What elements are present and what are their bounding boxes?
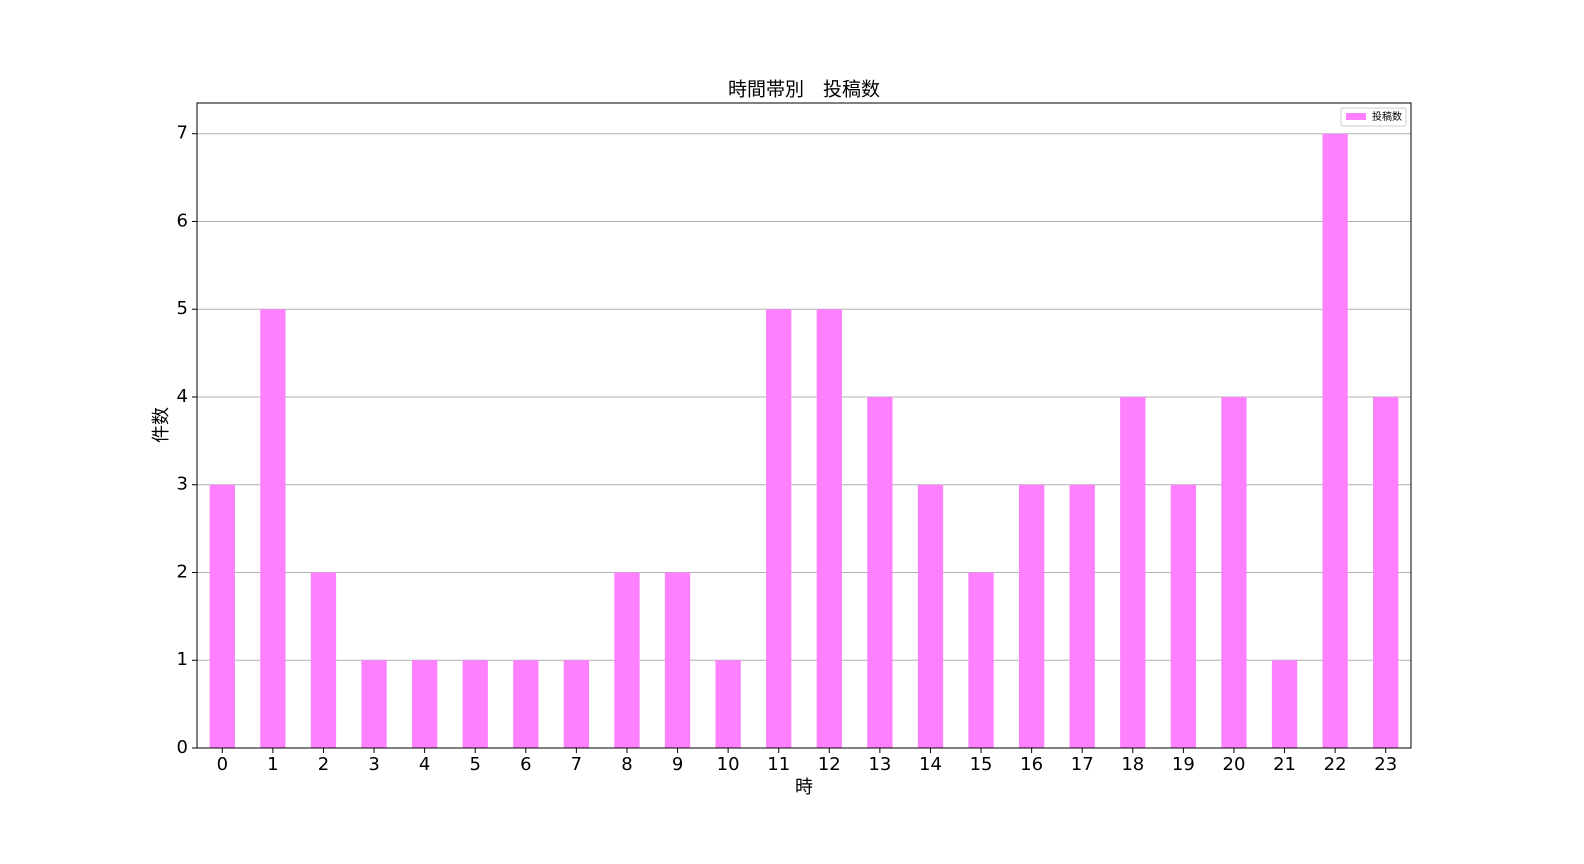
bar <box>1373 396 1399 748</box>
y-tick-label: 1 <box>177 649 188 670</box>
x-tick-label: 10 <box>717 754 740 775</box>
x-tick-label: 18 <box>1121 754 1144 775</box>
chart-title: 時間帯別 投稿数 <box>728 79 880 101</box>
y-tick-label: 2 <box>177 561 188 582</box>
legend-label: 投稿数 <box>1372 110 1402 123</box>
bar <box>563 660 590 748</box>
x-tick-label: 13 <box>868 754 891 775</box>
x-tick-label: 21 <box>1273 754 1296 775</box>
x-tick-label: 23 <box>1374 754 1397 775</box>
x-tick-label: 12 <box>818 754 841 775</box>
bar <box>867 396 893 748</box>
y-tick-label: 5 <box>177 298 188 319</box>
legend-box <box>1340 107 1407 127</box>
x-tick-label: 20 <box>1223 754 1246 775</box>
x-tick-label: 22 <box>1324 754 1347 775</box>
bar <box>766 309 792 748</box>
x-tick-label: 8 <box>621 754 632 775</box>
bar <box>1221 396 1247 748</box>
bar <box>361 660 387 748</box>
x-tick-label: 4 <box>419 754 430 775</box>
bar <box>614 572 640 748</box>
x-tick-label: 0 <box>217 754 228 775</box>
bar <box>1120 396 1146 748</box>
bar <box>1322 133 1348 748</box>
x-tick-label: 3 <box>368 754 379 775</box>
x-tick-label: 9 <box>672 754 683 775</box>
y-tick-label: 7 <box>177 123 188 144</box>
bar <box>462 660 488 748</box>
y-tick-label: 4 <box>177 386 188 407</box>
x-tick-label: 7 <box>571 754 582 775</box>
x-tick-label: 1 <box>267 754 278 775</box>
legend-swatch <box>1346 113 1366 120</box>
x-tick-label: 16 <box>1020 754 1043 775</box>
plot-frame <box>196 102 1412 749</box>
bar <box>1170 484 1197 748</box>
bar <box>260 309 286 748</box>
x-tick-label: 11 <box>767 754 790 775</box>
x-tick-label: 15 <box>970 754 993 775</box>
x-tick-label: 17 <box>1071 754 1094 775</box>
bar <box>1271 660 1298 748</box>
bar <box>513 660 539 748</box>
bar <box>411 660 438 748</box>
bar <box>1018 484 1045 748</box>
bar <box>209 484 235 748</box>
y-tick-label: 3 <box>177 474 188 495</box>
bar <box>715 660 741 748</box>
bar <box>1069 484 1095 748</box>
x-axis-label: 時 <box>795 777 813 798</box>
x-tick-label: 2 <box>318 754 329 775</box>
bar <box>968 572 994 748</box>
x-tick-label: 5 <box>469 754 480 775</box>
x-tick-label: 19 <box>1172 754 1195 775</box>
bar <box>917 484 944 748</box>
y-tick-label: 0 <box>177 737 188 758</box>
y-tick-label: 6 <box>177 210 188 231</box>
bar <box>816 309 842 748</box>
x-tick-label: 14 <box>919 754 942 775</box>
bar <box>310 572 337 748</box>
bar <box>664 572 691 748</box>
x-tick-label: 6 <box>520 754 531 775</box>
y-axis-label: 件数 <box>151 407 172 443</box>
